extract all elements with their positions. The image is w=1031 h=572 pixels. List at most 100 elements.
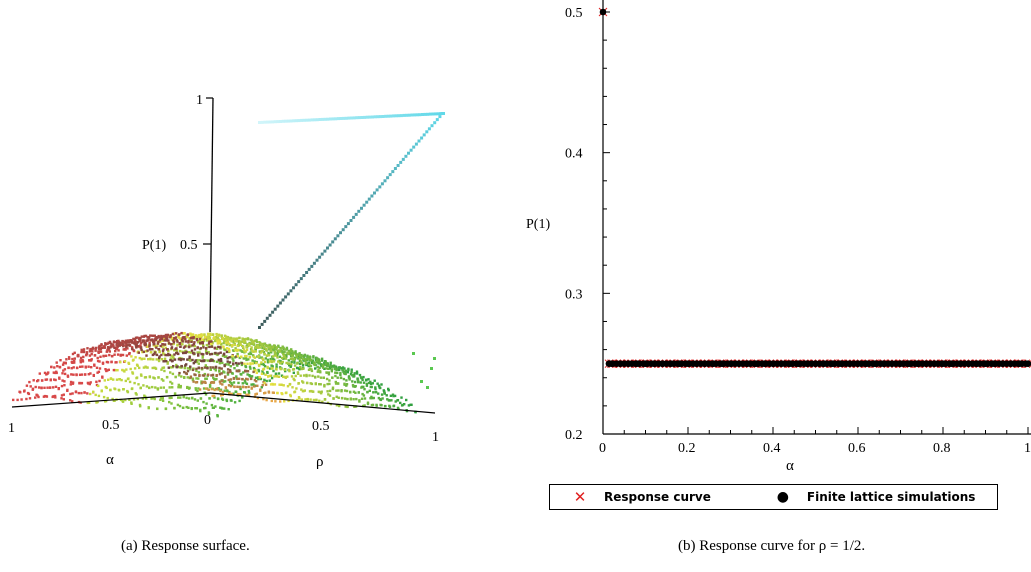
surface-point xyxy=(161,399,165,402)
surface-point xyxy=(284,369,287,373)
surface-point xyxy=(298,357,301,361)
surface-point xyxy=(201,374,205,377)
surface-point xyxy=(185,372,188,376)
surface-point xyxy=(259,377,263,381)
surface-point xyxy=(124,379,127,383)
surface-point xyxy=(92,374,95,377)
surface-point xyxy=(326,117,330,121)
surface-point xyxy=(226,360,229,363)
surface-point xyxy=(316,359,319,363)
surface-point xyxy=(242,371,245,374)
surface-point xyxy=(28,397,32,400)
surface-point xyxy=(28,380,31,384)
surface-point xyxy=(192,343,196,346)
surface-point xyxy=(207,412,211,416)
surface-point xyxy=(170,354,173,357)
surface-point xyxy=(384,405,387,408)
surface-point xyxy=(283,355,286,359)
surface-point xyxy=(112,340,116,343)
surface-point xyxy=(207,338,210,342)
surface-point xyxy=(170,346,174,349)
surface-point xyxy=(195,335,198,338)
surface-point xyxy=(237,340,240,343)
surface-point xyxy=(104,343,107,346)
surface-point xyxy=(387,387,390,391)
surface-point xyxy=(241,382,244,385)
surface-point xyxy=(202,346,205,349)
surface-point xyxy=(217,334,221,337)
surface-point xyxy=(324,360,327,363)
surface-point xyxy=(152,396,156,400)
surface-point xyxy=(260,372,264,375)
surface-point xyxy=(310,118,314,122)
surface-point xyxy=(132,398,136,401)
surface-point xyxy=(71,400,74,403)
surface-point xyxy=(292,119,296,123)
surface-point xyxy=(265,316,269,320)
surface-point xyxy=(130,346,134,349)
surface-point xyxy=(426,386,429,389)
surface-point xyxy=(58,366,62,369)
surface-point xyxy=(291,354,294,357)
surface-point xyxy=(90,353,93,356)
surface-point xyxy=(203,380,206,384)
surface-point xyxy=(289,349,292,353)
surface-point xyxy=(235,339,238,343)
surface-point xyxy=(183,336,186,339)
surface-point xyxy=(292,358,295,362)
surface-point xyxy=(305,118,309,122)
surface-point xyxy=(61,379,64,382)
surface-point xyxy=(38,372,41,375)
surface-point xyxy=(285,348,289,351)
surface-point xyxy=(192,362,195,365)
surface-point xyxy=(107,368,110,371)
surface-point xyxy=(298,362,302,366)
surface-point xyxy=(180,375,183,378)
surface-point xyxy=(365,379,368,382)
surface-point xyxy=(136,364,139,367)
surface-point xyxy=(160,397,163,400)
surface-point xyxy=(380,383,383,386)
surface-point xyxy=(139,337,142,340)
surface-point xyxy=(244,369,247,372)
surface-point xyxy=(321,400,324,403)
surface-point xyxy=(348,378,351,381)
surface-point xyxy=(349,219,353,222)
surface-point xyxy=(312,356,315,359)
surface-point xyxy=(234,347,237,350)
surface-point xyxy=(202,344,205,347)
surface-point xyxy=(59,359,62,362)
surface-point xyxy=(167,339,170,342)
surface-point xyxy=(375,404,378,407)
surface-point xyxy=(213,367,216,371)
surface-point xyxy=(344,116,348,120)
surface-point xyxy=(166,333,169,337)
surface-point xyxy=(207,359,210,362)
surface-point xyxy=(381,397,384,400)
surface-point xyxy=(177,396,180,399)
surface-point xyxy=(164,407,168,410)
surface-point xyxy=(72,366,75,369)
surface-point xyxy=(249,352,253,356)
surface-point xyxy=(277,372,281,375)
surface-point xyxy=(194,388,198,391)
surface-point xyxy=(355,372,359,375)
surface-point xyxy=(229,378,232,381)
surface-point xyxy=(148,375,152,379)
surface-point xyxy=(228,380,232,384)
surface-point xyxy=(188,343,191,347)
surface-point xyxy=(270,360,274,364)
surface-point xyxy=(125,368,128,371)
surface-point xyxy=(412,352,415,355)
surface-point xyxy=(88,359,91,362)
surface-point xyxy=(208,345,211,349)
surface-point xyxy=(357,391,360,394)
surface-point xyxy=(116,344,119,348)
surface-point xyxy=(308,361,311,364)
surface-point xyxy=(194,381,198,384)
caption-a: (a) Response surface. xyxy=(121,538,250,554)
surface-point xyxy=(196,389,199,393)
surface-point xyxy=(208,335,211,338)
surface-point xyxy=(354,380,357,384)
surface-point xyxy=(130,341,133,344)
